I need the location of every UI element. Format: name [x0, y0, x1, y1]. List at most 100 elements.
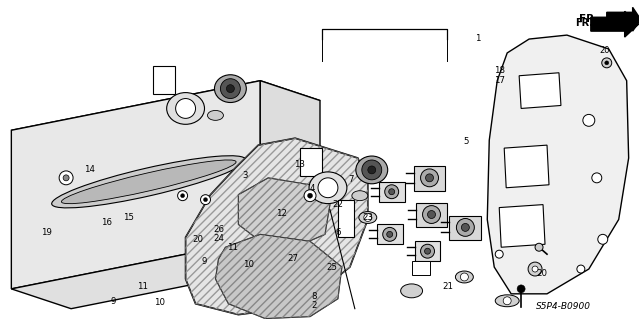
Polygon shape [591, 11, 639, 37]
Circle shape [63, 175, 69, 181]
Text: 14: 14 [84, 165, 95, 174]
Polygon shape [487, 35, 628, 294]
Bar [415, 241, 440, 261]
Text: 3: 3 [242, 171, 248, 180]
Text: 18: 18 [494, 66, 505, 75]
Text: 13: 13 [294, 160, 305, 169]
Circle shape [420, 169, 438, 187]
Circle shape [388, 189, 395, 195]
Text: FR.: FR. [579, 14, 598, 24]
Polygon shape [504, 145, 549, 188]
Circle shape [577, 265, 585, 273]
Text: 5: 5 [464, 137, 469, 146]
Text: S5P4-B0900: S5P4-B0900 [536, 302, 591, 311]
Text: 12: 12 [276, 209, 287, 219]
Text: 9: 9 [110, 297, 116, 306]
Circle shape [383, 228, 397, 241]
Text: 10: 10 [243, 260, 254, 268]
Bar [415, 203, 447, 228]
Text: 17: 17 [494, 76, 505, 84]
Polygon shape [12, 81, 320, 150]
Circle shape [428, 211, 435, 219]
Ellipse shape [207, 110, 223, 120]
Text: 20: 20 [536, 269, 547, 278]
Ellipse shape [359, 212, 377, 223]
Circle shape [517, 285, 525, 293]
Circle shape [605, 61, 609, 65]
Bar [412, 261, 429, 275]
Text: 21: 21 [442, 282, 453, 291]
Polygon shape [260, 81, 320, 259]
Text: 26: 26 [214, 225, 225, 234]
Circle shape [424, 248, 431, 254]
Polygon shape [607, 7, 640, 31]
Text: 1: 1 [476, 34, 481, 43]
Text: 22: 22 [332, 200, 343, 209]
Polygon shape [238, 178, 330, 247]
Polygon shape [499, 204, 545, 247]
Circle shape [503, 297, 511, 305]
Circle shape [204, 198, 207, 202]
Circle shape [227, 85, 234, 92]
Text: 11: 11 [227, 243, 237, 252]
Ellipse shape [214, 75, 246, 102]
Bar [449, 215, 481, 240]
Circle shape [532, 266, 538, 272]
Circle shape [602, 58, 612, 68]
Circle shape [200, 195, 211, 204]
Bar [379, 182, 404, 202]
Circle shape [318, 178, 338, 198]
Text: 24: 24 [214, 234, 225, 243]
Ellipse shape [166, 92, 205, 124]
Text: 16: 16 [101, 218, 112, 227]
Circle shape [304, 190, 316, 202]
Text: 15: 15 [124, 212, 134, 222]
Bar [338, 200, 354, 237]
Polygon shape [12, 239, 320, 309]
Text: 20: 20 [192, 236, 203, 244]
Polygon shape [186, 138, 368, 315]
Ellipse shape [52, 156, 246, 208]
Text: FR.: FR. [575, 18, 593, 28]
Polygon shape [12, 81, 260, 289]
Text: 2: 2 [311, 301, 316, 310]
Circle shape [461, 223, 469, 231]
Circle shape [180, 194, 184, 198]
Ellipse shape [456, 271, 474, 283]
Text: 8: 8 [311, 292, 316, 301]
Ellipse shape [61, 160, 236, 204]
Circle shape [387, 231, 393, 237]
Ellipse shape [309, 172, 347, 204]
Text: 10: 10 [154, 298, 165, 307]
Circle shape [175, 99, 196, 118]
Bar [377, 224, 403, 244]
Circle shape [385, 185, 399, 199]
Circle shape [362, 160, 381, 180]
Ellipse shape [495, 295, 519, 307]
Ellipse shape [352, 191, 368, 201]
Text: 20: 20 [600, 46, 610, 55]
Circle shape [308, 193, 312, 198]
Circle shape [59, 171, 73, 185]
Circle shape [598, 234, 608, 244]
Circle shape [426, 174, 433, 182]
Circle shape [422, 206, 440, 223]
Circle shape [456, 219, 474, 236]
Circle shape [592, 173, 602, 183]
Text: 9: 9 [202, 257, 207, 266]
Circle shape [178, 191, 188, 201]
Bar [153, 66, 175, 93]
Text: 27: 27 [288, 254, 299, 263]
Circle shape [368, 166, 376, 174]
Circle shape [460, 273, 468, 281]
Circle shape [364, 213, 372, 221]
Bar [300, 148, 322, 176]
Ellipse shape [356, 156, 388, 184]
Circle shape [495, 250, 503, 258]
Text: 4: 4 [310, 184, 315, 193]
Circle shape [220, 79, 241, 99]
Text: 19: 19 [40, 228, 51, 237]
Polygon shape [216, 234, 342, 319]
Circle shape [420, 244, 435, 258]
Text: 6: 6 [335, 228, 340, 237]
